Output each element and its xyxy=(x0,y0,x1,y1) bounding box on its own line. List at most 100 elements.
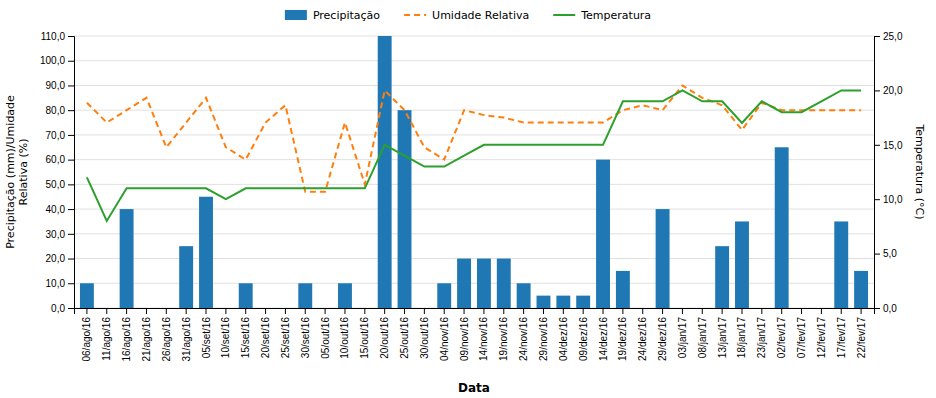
tick-label: 13/jan/17 xyxy=(717,317,728,359)
tick-label: 11/ago/16 xyxy=(101,317,112,361)
tick-label: 5,0 xyxy=(883,248,897,259)
tick: 26/ago/16 xyxy=(161,308,172,362)
grid-line xyxy=(74,134,874,135)
bar xyxy=(775,147,789,308)
bar xyxy=(159,308,173,309)
tick: 70,0 xyxy=(46,130,74,141)
tick-label: 18/jan/17 xyxy=(736,317,747,359)
tick: 50,0 xyxy=(46,179,74,190)
bar xyxy=(358,308,372,309)
tick: 04/nov/16 xyxy=(439,308,450,361)
tick: 13/jan/17 xyxy=(717,308,728,358)
tick-label: 08/jan/17 xyxy=(697,317,708,359)
tick-mark xyxy=(325,308,326,314)
tick-label: 02/fev/17 xyxy=(776,317,787,359)
tick-mark xyxy=(68,110,74,111)
tick-label: 15/out/16 xyxy=(359,317,370,359)
tick-mark xyxy=(444,308,445,314)
tick-label: 15,0 xyxy=(883,140,903,151)
bar xyxy=(517,283,531,308)
legend-swatch xyxy=(285,10,307,20)
bar xyxy=(437,283,451,308)
tick-label: 05/set/16 xyxy=(201,317,212,359)
tick: 80,0 xyxy=(46,105,74,116)
tick: 14/nov/16 xyxy=(478,308,489,361)
bar xyxy=(576,296,590,308)
bar xyxy=(834,221,848,308)
tick: 90,0 xyxy=(46,80,74,91)
grid-line xyxy=(74,159,874,160)
tick-mark xyxy=(68,135,74,136)
tick-label: 17/fev/17 xyxy=(836,317,847,359)
line xyxy=(87,90,861,221)
x-axis: 06/ago/1611/ago/1616/ago/1621/ago/1626/a… xyxy=(75,308,875,362)
legend-label: Precipitação xyxy=(313,9,380,22)
tick-label: 50,0 xyxy=(46,179,66,190)
bar xyxy=(120,209,134,308)
bar xyxy=(179,246,193,308)
tick-mark xyxy=(583,308,584,314)
grid-line xyxy=(74,184,874,185)
tick-label: 0,0 xyxy=(883,303,897,314)
tick-mark xyxy=(821,308,822,314)
tick-mark xyxy=(404,308,405,314)
legend-swatch xyxy=(553,14,575,16)
tick-mark xyxy=(761,308,762,314)
tick: 05/out/16 xyxy=(320,308,331,359)
tick: 10,0 xyxy=(874,194,903,205)
tick-label: 14/nov/16 xyxy=(478,317,489,361)
tick-label: 29/dez/16 xyxy=(657,317,668,361)
tick-mark xyxy=(874,145,880,146)
tick-label: 100,0 xyxy=(40,55,65,66)
axis-line xyxy=(875,37,881,309)
tick: 20/out/16 xyxy=(379,308,390,359)
bar xyxy=(656,209,670,308)
legend: PrecipitaçãoUmidade RelativaTemperatura xyxy=(285,9,651,22)
tick-mark xyxy=(722,308,723,314)
tick-label: 24/dez/16 xyxy=(637,317,648,361)
grid xyxy=(74,36,874,308)
tick-mark xyxy=(464,308,465,314)
tick-mark xyxy=(642,308,643,314)
legend-swatch xyxy=(404,14,426,16)
tick-label: 25/set/16 xyxy=(280,317,291,359)
tick-mark xyxy=(68,259,74,260)
tick: 20,0 xyxy=(874,85,903,96)
tick-mark xyxy=(702,308,703,314)
tick-mark xyxy=(126,308,127,314)
tick-mark xyxy=(206,308,207,314)
tick: 20/set/16 xyxy=(260,308,271,358)
x-axis-title: Data xyxy=(458,381,490,395)
legend-item: Temperatura xyxy=(553,9,651,22)
tick-mark xyxy=(874,90,880,91)
tick-label: 29/nov/16 xyxy=(538,317,549,361)
tick-label: 04/nov/16 xyxy=(439,317,450,361)
tick-mark xyxy=(384,308,385,314)
tick: 25,0 xyxy=(874,31,903,42)
grid-line xyxy=(74,209,874,210)
tick-label: 22/fev/17 xyxy=(856,317,867,359)
tick-label: 80,0 xyxy=(46,105,66,116)
grid-line xyxy=(74,36,874,37)
tick-mark xyxy=(662,308,663,314)
tick: 31/ago/16 xyxy=(181,308,192,362)
tick-mark xyxy=(682,308,683,314)
tick-label: 20/out/16 xyxy=(379,317,390,359)
grid-line xyxy=(74,85,874,86)
tick-label: 110,0 xyxy=(41,31,66,42)
tick-mark xyxy=(543,308,544,314)
tick-mark xyxy=(245,308,246,314)
tick: 21/ago/16 xyxy=(141,308,152,362)
grid-line xyxy=(74,233,874,234)
bar xyxy=(695,308,709,309)
tick-mark xyxy=(861,308,862,314)
tick-mark xyxy=(265,308,266,314)
tick-mark xyxy=(364,308,365,314)
tick-label: 16/ago/16 xyxy=(121,317,132,362)
bar xyxy=(278,308,292,309)
bar xyxy=(80,283,94,308)
grid-line xyxy=(74,283,874,284)
bar xyxy=(497,259,511,308)
tick-label: 10,0 xyxy=(46,278,66,289)
tick-label: 20/set/16 xyxy=(260,317,271,359)
